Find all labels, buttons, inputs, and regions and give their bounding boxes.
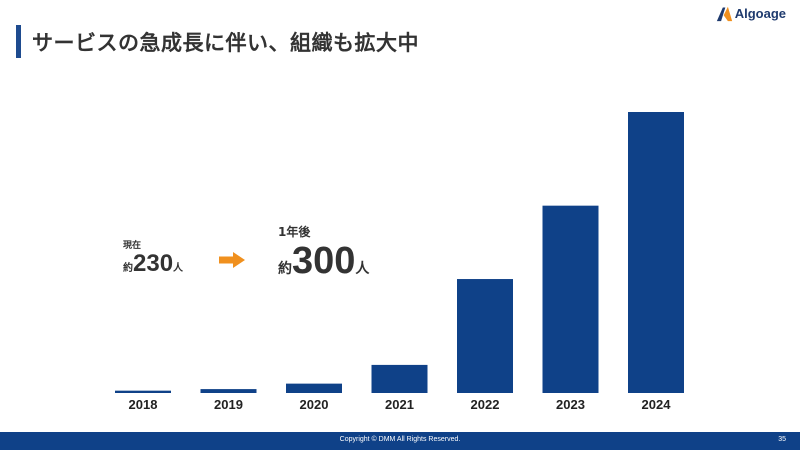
future-headcount: 約300人: [278, 240, 369, 283]
future-suffix: 人: [355, 261, 370, 277]
headcount-bar-chart: 2018 2019 2020 2021 2022 2023 2024: [115, 112, 684, 412]
current-value: 230: [133, 250, 174, 277]
x-tick-2022: 2022: [471, 397, 500, 412]
arrow-right-icon: [219, 252, 245, 268]
algoage-logo-icon: [716, 6, 732, 22]
x-tick-2023: 2023: [556, 397, 585, 412]
current-suffix: 人: [173, 263, 184, 274]
bar-2022: [457, 279, 513, 393]
bar-2019: [200, 389, 257, 393]
bar-2018: [115, 390, 171, 393]
logo-text: Algoage: [734, 6, 786, 21]
x-tick-2020: 2020: [300, 397, 329, 412]
copyright-text: Copyright © DMM All Rights Reserved.: [339, 436, 461, 443]
future-prefix: 約: [278, 261, 292, 277]
current-prefix: 約: [123, 263, 133, 274]
x-tick-2024: 2024: [642, 397, 672, 412]
logo: Algoage: [716, 5, 786, 22]
title-accent-bar: [16, 25, 21, 58]
bar-2023: [542, 205, 599, 393]
bar-2024: [628, 112, 684, 393]
x-tick-2019: 2019: [214, 397, 243, 412]
x-tick-2021: 2021: [385, 397, 414, 412]
bar-2020: [286, 383, 342, 393]
current-label: 現在: [123, 241, 142, 251]
bar-2021: [371, 364, 428, 393]
x-tick-2018: 2018: [129, 397, 158, 412]
future-value: 300: [292, 240, 356, 282]
footer-bar: Copyright © DMM All Rights Reserved. 35: [0, 432, 800, 450]
page-number: 35: [778, 436, 786, 443]
current-headcount: 約230人: [123, 250, 183, 278]
future-label: 1年後: [278, 225, 311, 239]
page-title: サービスの急成長に伴い、組織も拡大中: [32, 31, 419, 55]
